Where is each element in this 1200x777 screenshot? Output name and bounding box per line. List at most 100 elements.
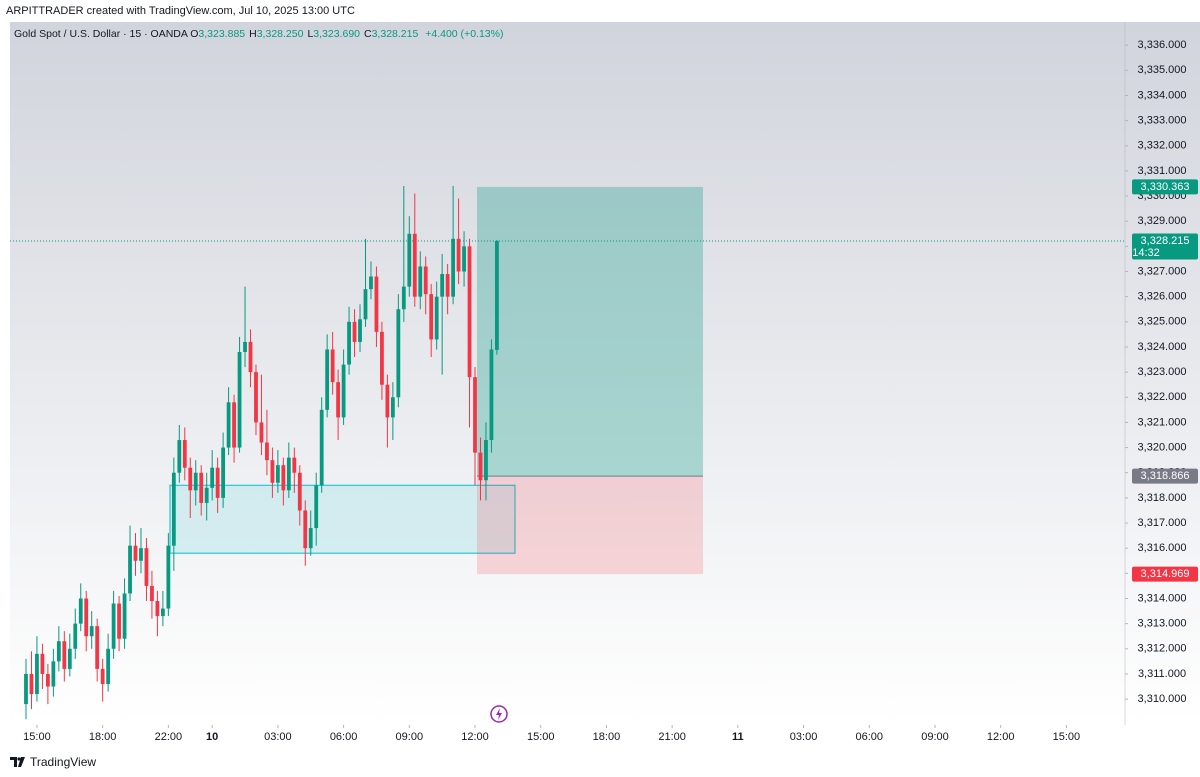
candle-body	[177, 440, 182, 473]
x-tick-label: 12:00	[461, 731, 489, 743]
candle-body	[248, 341, 253, 373]
candle-body	[374, 276, 379, 332]
y-tick-label: 3,313.000	[1138, 618, 1187, 630]
candle-body	[270, 460, 275, 483]
candle-body	[319, 409, 324, 486]
y-tick-label: 3,310.000	[1138, 693, 1187, 705]
candle-body	[325, 349, 330, 410]
candle-body	[84, 598, 89, 637]
last-price-box	[1132, 233, 1198, 260]
ohlc-value: 3,328.250	[256, 28, 304, 40]
candle-body	[133, 545, 138, 561]
candle-body	[489, 349, 494, 441]
x-tick-label: 10	[206, 731, 218, 743]
candle-body	[303, 510, 308, 549]
x-tick-label: 12:00	[987, 731, 1015, 743]
candle-body	[308, 528, 313, 549]
y-tick-label: 3,336.000	[1138, 39, 1187, 51]
x-tick-label: 03:00	[264, 731, 292, 743]
ohlc-key: H	[249, 28, 257, 40]
symbol-legend: Gold Spot / U.S. Dollar · 15 · OANDA O3,…	[14, 28, 507, 40]
candle-body	[484, 440, 488, 481]
candle-body	[144, 548, 149, 586]
candle-body	[418, 266, 423, 297]
demand-zone	[169, 484, 516, 554]
candle-body	[67, 648, 72, 669]
candle-body	[226, 402, 231, 448]
candle-body	[78, 598, 83, 624]
ohlc-key: C	[364, 28, 372, 40]
x-tick-label: 11	[732, 731, 744, 743]
y-tick-label: 3,324.000	[1138, 341, 1187, 353]
ohlc-value: 3,323.690	[313, 28, 360, 40]
candle-body	[89, 626, 94, 637]
attribution: ARPITTRADER created with TradingView.com…	[6, 5, 355, 17]
ohlc: O3,323.885 H3,328.250 L3,323.690 C3,328.215	[190, 28, 422, 40]
target-label: 3,330.363	[1141, 181, 1190, 193]
candle-body	[451, 238, 456, 297]
candle-body	[193, 472, 198, 491]
brand-name: TradingView	[30, 755, 97, 769]
profit-zone	[477, 186, 703, 477]
candle-body	[24, 673, 28, 705]
change: +4.400 (+0.13%)	[425, 28, 504, 40]
brand-logo	[10, 757, 25, 767]
x-tick-label: 06:00	[856, 731, 884, 743]
candle-body	[363, 289, 368, 320]
candle-body	[292, 457, 297, 473]
candle-body	[352, 321, 357, 342]
candle-body	[265, 442, 269, 461]
y-tick-label: 3,321.000	[1138, 416, 1187, 428]
stop-label: 3,314.969	[1141, 568, 1190, 580]
ohlc-value: 3,328.215	[371, 28, 419, 40]
x-tick-label: 09:00	[921, 731, 949, 743]
candle-body	[358, 319, 362, 342]
entry-label: 3,318.866	[1141, 470, 1190, 482]
symbol: Gold Spot / U.S. Dollar · 15 · OANDA	[14, 28, 188, 40]
candle-body	[286, 457, 291, 491]
candle-body	[259, 422, 264, 443]
candle-body	[62, 641, 67, 669]
candle-body	[128, 545, 132, 594]
y-tick-label: 3,323.000	[1138, 366, 1187, 378]
candle-body	[341, 364, 346, 418]
y-tick-label: 3,318.000	[1138, 492, 1187, 504]
candle-body	[434, 296, 439, 340]
candle-body	[215, 467, 220, 498]
candle-body	[237, 351, 242, 448]
candle-body	[396, 309, 401, 398]
ohlc-value: 3,323.885	[198, 28, 246, 40]
x-tick-label: 15:00	[23, 731, 51, 743]
x-tick-label: 03:00	[790, 731, 818, 743]
candle-body	[243, 341, 247, 352]
candle-body	[369, 276, 373, 290]
candle-body	[95, 626, 100, 669]
candle-body	[401, 286, 406, 310]
stop-box	[1132, 566, 1198, 582]
candle-body	[456, 238, 461, 272]
candle-body	[462, 246, 466, 272]
candle-body	[412, 233, 417, 297]
x-tick-label: 09:00	[396, 731, 424, 743]
x-tick-label: 18:00	[89, 731, 117, 743]
candle-body	[155, 601, 160, 617]
candle-body	[182, 440, 187, 468]
candle-body	[281, 465, 286, 491]
candle-body	[111, 603, 116, 649]
candle-body	[106, 648, 111, 685]
candle-body	[467, 246, 472, 378]
alert-icon[interactable]	[490, 705, 508, 723]
candle-body	[29, 673, 34, 695]
candle-body	[40, 653, 45, 674]
candle-body	[390, 397, 395, 418]
y-tick-label: 3,317.000	[1138, 517, 1187, 529]
y-tick-label: 3,314.000	[1138, 592, 1187, 604]
candle-body	[423, 266, 428, 295]
candle-body	[336, 382, 341, 418]
x-tick-label: 15:00	[527, 731, 555, 743]
candle-body	[188, 467, 193, 491]
brand[interactable]: TradingView	[10, 755, 96, 769]
y-tick-label: 3,320.000	[1138, 441, 1187, 453]
y-tick-label: 3,334.000	[1138, 89, 1187, 101]
candle-body	[429, 294, 434, 340]
